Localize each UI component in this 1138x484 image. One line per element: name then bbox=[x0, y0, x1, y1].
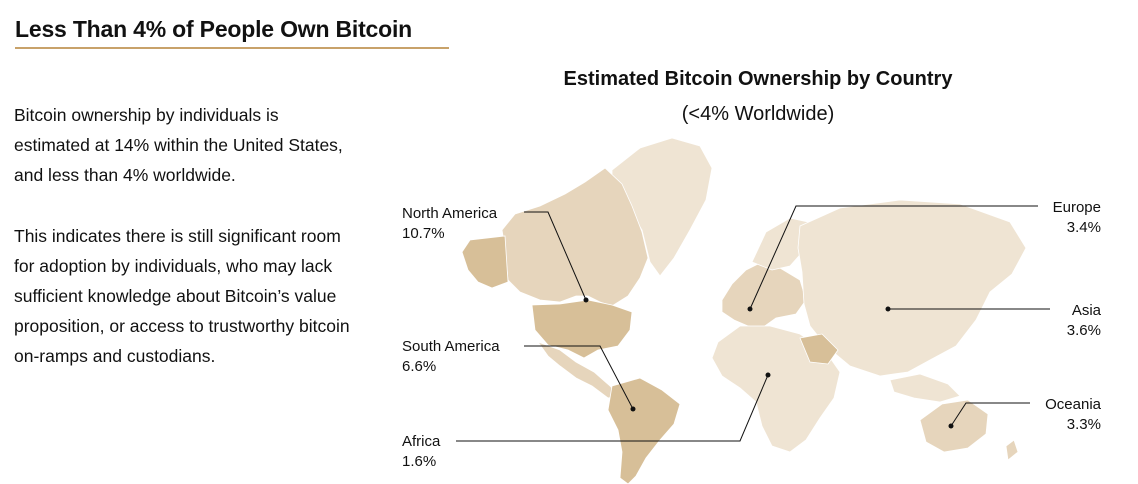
map-arabia bbox=[799, 333, 839, 365]
label-africa: Africa bbox=[402, 433, 441, 450]
dot-europe bbox=[747, 306, 753, 312]
value-oceania: 3.3% bbox=[1067, 416, 1101, 433]
page-heading: Less Than 4% of People Own Bitcoin bbox=[15, 16, 413, 42]
map-alaska bbox=[461, 235, 509, 289]
dot-oceania bbox=[948, 423, 954, 429]
map-australia bbox=[919, 399, 989, 453]
label-north-america: North America bbox=[402, 205, 498, 222]
world-map bbox=[461, 137, 1027, 484]
chart-title: Estimated Bitcoin Ownership by Country bbox=[563, 68, 953, 90]
leader-lines bbox=[456, 205, 1050, 442]
dot-africa bbox=[765, 372, 771, 378]
dot-north-america bbox=[583, 297, 589, 303]
chart-subtitle: (<4% Worldwide) bbox=[681, 103, 835, 125]
leader-africa bbox=[456, 374, 769, 442]
leader-dots bbox=[583, 297, 954, 429]
dot-asia bbox=[885, 306, 891, 312]
value-africa: 1.6% bbox=[402, 453, 436, 470]
map-southeast-asia bbox=[889, 373, 961, 403]
map-europe bbox=[721, 261, 807, 329]
map-new-zealand bbox=[1005, 439, 1019, 461]
heading-underline bbox=[15, 47, 449, 49]
map-canada bbox=[501, 167, 649, 307]
leader-south-america bbox=[524, 345, 634, 410]
value-north-america: 10.7% bbox=[402, 225, 445, 242]
label-south-america: South America bbox=[402, 338, 500, 355]
adoption-paragraph: This indicates there is still significan… bbox=[14, 226, 350, 366]
label-asia: Asia bbox=[1072, 302, 1102, 319]
intro-paragraph: Bitcoin ownership by individuals is esti… bbox=[14, 105, 343, 185]
dot-south-america bbox=[630, 406, 636, 412]
label-europe: Europe bbox=[1053, 199, 1101, 216]
region-labels: North America 10.7% South America 6.6% A… bbox=[402, 199, 1102, 470]
leader-europe bbox=[749, 205, 1038, 310]
map-south-america bbox=[607, 377, 681, 484]
leader-oceania bbox=[950, 402, 1030, 427]
label-oceania: Oceania bbox=[1045, 396, 1102, 413]
value-europe: 3.4% bbox=[1067, 219, 1101, 236]
value-asia: 3.6% bbox=[1067, 322, 1101, 339]
map-asia bbox=[797, 199, 1027, 377]
leader-north-america bbox=[524, 211, 587, 301]
value-south-america: 6.6% bbox=[402, 358, 436, 375]
